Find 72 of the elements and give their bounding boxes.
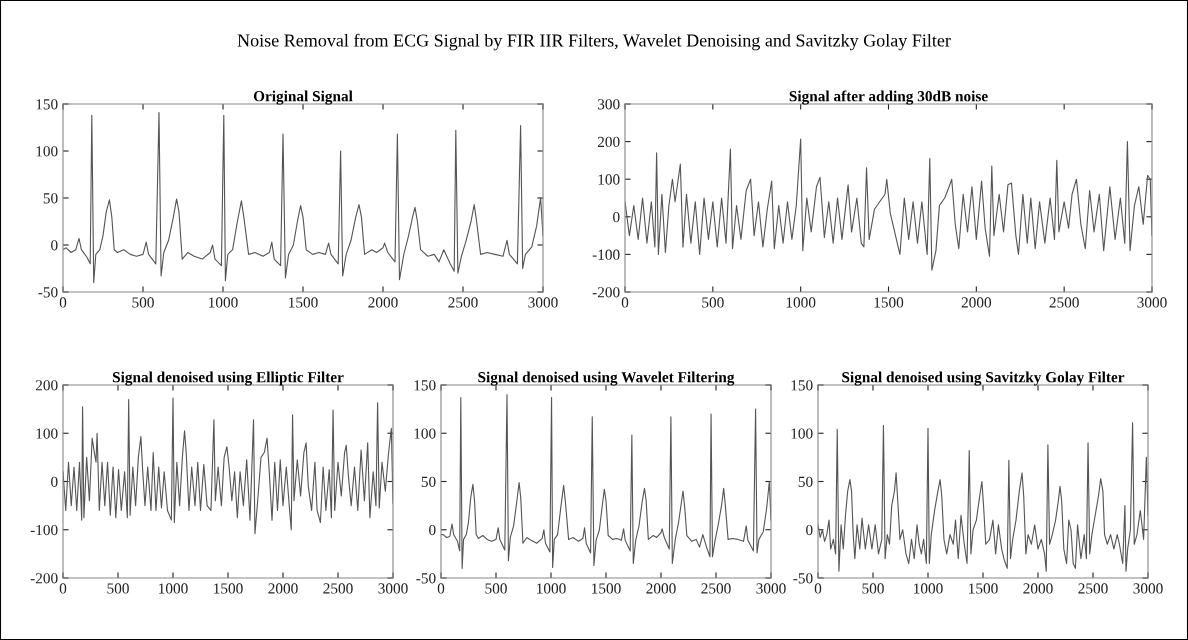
y-tick-label: 100 xyxy=(598,174,620,185)
line-series xyxy=(818,422,1148,572)
chart-title: Signal denoised using Wavelet Filtering xyxy=(478,371,735,386)
x-tick-label: 3000 xyxy=(1133,583,1163,594)
y-tick-label: -50 xyxy=(793,573,813,584)
y-tick-label: -200 xyxy=(592,287,620,298)
x-tick-label: 500 xyxy=(702,297,724,308)
x-tick-label: 1500 xyxy=(592,583,621,594)
x-tick-label: 1000 xyxy=(786,297,816,308)
x-tick-label: 1500 xyxy=(214,583,243,594)
x-tick-label: 2500 xyxy=(1049,297,1079,308)
x-tick-label: 500 xyxy=(862,583,884,594)
line-series xyxy=(63,397,393,535)
y-tick-label: 200 xyxy=(597,136,620,148)
x-tick-label: 500 xyxy=(132,297,154,308)
x-tick-label: 2500 xyxy=(448,297,478,308)
chart-title: Signal denoised using Elliptic Filter xyxy=(112,371,344,386)
x-tick-label: 1000 xyxy=(914,583,943,594)
line-series xyxy=(625,138,1152,271)
line-series xyxy=(441,394,771,569)
x-tick-label: 2000 xyxy=(368,297,398,308)
chart-title: Signal denoised using Savitzky Golay Filter xyxy=(842,371,1125,386)
x-tick-label: 0 xyxy=(59,297,67,308)
y-tick-label: 100 xyxy=(36,428,58,439)
y-tick-label: -100 xyxy=(592,249,620,260)
x-tick-label: 2000 xyxy=(268,583,298,594)
x-tick-label: 3000 xyxy=(528,297,558,308)
x-tick-label: 0 xyxy=(814,583,822,594)
x-tick-label: 0 xyxy=(59,583,67,594)
x-tick-label: 500 xyxy=(107,583,129,594)
x-tick-label: 3000 xyxy=(756,583,786,594)
x-tick-label: 1500 xyxy=(969,583,998,594)
y-tick-label: 0 xyxy=(429,524,436,536)
y-tick-label: 0 xyxy=(613,211,620,223)
x-tick-label: 3000 xyxy=(378,583,408,594)
text: Noise Removal from ECG Signal by FIR IIR Filters, Wavelet Denoising and Savitzky Golay Filter xyxy=(237,33,951,51)
x-tick-label: 2000 xyxy=(1023,583,1053,594)
y-tick-label: 300 xyxy=(597,99,620,110)
y-tick-label: 150 xyxy=(36,99,58,110)
x-tick-label: 2500 xyxy=(701,583,731,594)
x-tick-label: 2500 xyxy=(1078,583,1108,594)
x-tick-label: 3000 xyxy=(1137,297,1167,308)
y-tick-label: 0 xyxy=(51,476,58,487)
chart-title: Signal after adding 30dB noise xyxy=(789,90,988,105)
y-tick-label: -200 xyxy=(30,573,58,584)
x-tick-label: 1000 xyxy=(209,297,238,308)
x-tick-label: 2000 xyxy=(961,297,992,308)
x-tick-label: 1000 xyxy=(537,583,566,594)
y-tick-label: 50 xyxy=(43,193,58,204)
y-tick-label: 0 xyxy=(51,240,58,251)
x-tick-label: 2500 xyxy=(323,583,353,594)
x-tick-label: 2000 xyxy=(646,583,676,594)
y-tick-label: -50 xyxy=(38,287,58,298)
x-tick-label: 500 xyxy=(485,583,507,594)
y-tick-label: -50 xyxy=(416,573,436,584)
y-tick-label: 100 xyxy=(36,146,58,157)
y-tick-label: 50 xyxy=(421,476,436,487)
y-tick-label: 50 xyxy=(798,476,813,487)
y-tick-label: 150 xyxy=(791,380,813,391)
y-tick-label: 100 xyxy=(414,428,436,439)
x-tick-label: 1500 xyxy=(289,297,318,308)
x-tick-label: 1000 xyxy=(159,583,188,594)
y-tick-label: -100 xyxy=(30,524,58,536)
y-tick-label: 100 xyxy=(791,428,813,439)
x-tick-label: 0 xyxy=(621,297,629,308)
chart-title: Original Signal xyxy=(253,90,353,105)
y-tick-label: 200 xyxy=(35,380,58,391)
y-tick-label: 150 xyxy=(414,380,436,391)
y-tick-label: 0 xyxy=(806,524,813,536)
x-tick-label: 1500 xyxy=(874,297,904,308)
line-series xyxy=(63,111,543,284)
x-tick-label: 0 xyxy=(437,583,445,594)
